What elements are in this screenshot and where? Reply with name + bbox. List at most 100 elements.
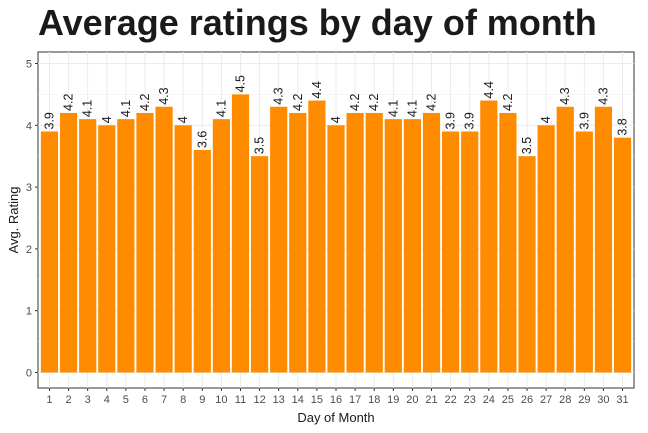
x-tick-label: 6 — [142, 394, 148, 406]
x-tick-label: 29 — [578, 394, 590, 406]
bar-day-2 — [59, 112, 78, 373]
data-label-day-21: 4.2 — [425, 94, 439, 111]
data-label-day-15: 4.4 — [310, 81, 324, 98]
bar-day-24 — [480, 100, 498, 373]
bar-day-29 — [575, 131, 593, 373]
x-tick-label: 1 — [46, 394, 52, 406]
x-tick-label: 3 — [85, 394, 91, 406]
y-tick-label: 4 — [26, 120, 32, 132]
data-label-day-1: 3.9 — [42, 112, 56, 129]
x-axis-title: Day of Month — [297, 410, 374, 425]
x-tick-label: 8 — [180, 394, 186, 406]
x-tick-label: 20 — [406, 394, 418, 406]
bar-day-15 — [308, 100, 326, 373]
x-tick-label: 21 — [425, 394, 437, 406]
x-tick-label: 5 — [123, 394, 129, 406]
data-label-day-22: 3.9 — [444, 112, 458, 129]
data-label-day-27: 4 — [539, 116, 553, 123]
bar-day-8 — [174, 125, 192, 373]
bar-day-31 — [613, 137, 632, 373]
y-tick-label: 3 — [26, 182, 32, 194]
data-label-day-9: 3.6 — [195, 131, 209, 148]
bar-day-25 — [499, 112, 517, 373]
bar-day-22 — [442, 131, 460, 373]
y-tick-label: 2 — [26, 244, 32, 256]
bar-day-12 — [250, 156, 269, 373]
y-tick-label: 1 — [26, 306, 32, 318]
bar-day-18 — [365, 112, 383, 373]
data-label-day-28: 4.3 — [558, 87, 572, 104]
chart-title: Average ratings by day of month — [38, 2, 597, 43]
data-label-day-31: 3.8 — [616, 118, 630, 135]
bar-day-9 — [193, 150, 211, 373]
data-label-day-5: 4.1 — [119, 100, 133, 117]
bar-day-5 — [117, 119, 135, 373]
data-label-day-2: 4.2 — [62, 94, 76, 111]
x-tick-label: 4 — [104, 394, 110, 406]
data-label-day-14: 4.2 — [291, 94, 305, 111]
data-label-day-24: 4.4 — [482, 81, 496, 98]
x-tick-label: 23 — [464, 394, 476, 406]
data-label-day-8: 4 — [176, 116, 190, 123]
x-tick-label: 14 — [292, 394, 304, 406]
x-tick-label: 10 — [215, 394, 227, 406]
data-label-day-30: 4.3 — [596, 87, 610, 104]
bar-day-19 — [384, 119, 402, 373]
bar-day-14 — [289, 112, 307, 373]
x-tick-label: 17 — [349, 394, 361, 406]
data-labels: 3.9 4.2 4.1 4 4.1 4.2 4.3 4 3.6 4.1 4.5 3.5 4.3 4.2 4.… — [42, 75, 629, 154]
data-label-day-3: 4.1 — [81, 100, 95, 117]
bar-day-23 — [461, 131, 479, 373]
y-axis: 0 1 2 3 4 5 — [26, 59, 38, 380]
x-tick-label: 25 — [502, 394, 514, 406]
bar-day-11 — [231, 94, 250, 373]
bar-day-21 — [422, 112, 441, 373]
bars — [40, 94, 632, 373]
data-label-day-4: 4 — [100, 116, 114, 123]
bar-day-30 — [594, 106, 613, 373]
bar-day-13 — [270, 106, 288, 373]
data-label-day-19: 4.1 — [386, 100, 400, 117]
bar-day-28 — [556, 106, 574, 373]
x-tick-label: 26 — [521, 394, 533, 406]
x-tick-label: 18 — [368, 394, 380, 406]
bar-day-6 — [136, 112, 154, 373]
bar-day-1 — [40, 131, 59, 373]
data-label-day-11: 4.5 — [233, 75, 247, 92]
bar-day-16 — [327, 125, 345, 373]
x-tick-label: 12 — [253, 394, 265, 406]
x-tick-label: 11 — [235, 394, 246, 406]
bar-day-26 — [518, 156, 536, 373]
data-label-day-6: 4.2 — [138, 94, 152, 111]
data-label-day-7: 4.3 — [157, 87, 171, 104]
bar-day-4 — [98, 125, 116, 373]
x-tick-label: 16 — [330, 394, 342, 406]
y-tick-label: 0 — [26, 368, 32, 380]
x-tick-label: 7 — [161, 394, 167, 406]
y-tick-label: 5 — [26, 59, 32, 71]
x-tick-label: 13 — [273, 394, 285, 406]
x-tick-label: 22 — [444, 394, 456, 406]
x-tick-label: 15 — [311, 394, 323, 406]
x-tick-label: 30 — [597, 394, 609, 406]
data-label-day-18: 4.2 — [367, 94, 381, 111]
data-label-day-12: 3.5 — [253, 137, 267, 154]
x-tick-label: 19 — [387, 394, 399, 406]
data-label-day-16: 4 — [329, 116, 343, 123]
x-tick-label: 24 — [483, 394, 495, 406]
bar-day-20 — [403, 119, 422, 373]
y-axis-title: Avg. Rating — [6, 187, 21, 254]
data-label-day-29: 3.9 — [577, 112, 591, 129]
bar-day-3 — [79, 119, 97, 373]
bar-day-17 — [346, 112, 364, 373]
data-label-day-26: 3.5 — [520, 137, 534, 154]
data-label-day-13: 4.3 — [272, 87, 286, 104]
data-label-day-23: 3.9 — [463, 112, 477, 129]
bar-day-10 — [212, 119, 230, 373]
x-axis: 1 2 3 4 5 6 7 8 9 10 11 12 13 14 15 16 17 18 19 20 21 22 23 24 2… — [46, 388, 629, 406]
x-tick-label: 27 — [540, 394, 552, 406]
x-tick-label: 28 — [559, 394, 571, 406]
x-tick-label: 31 — [616, 394, 628, 406]
data-label-day-17: 4.2 — [348, 94, 362, 111]
